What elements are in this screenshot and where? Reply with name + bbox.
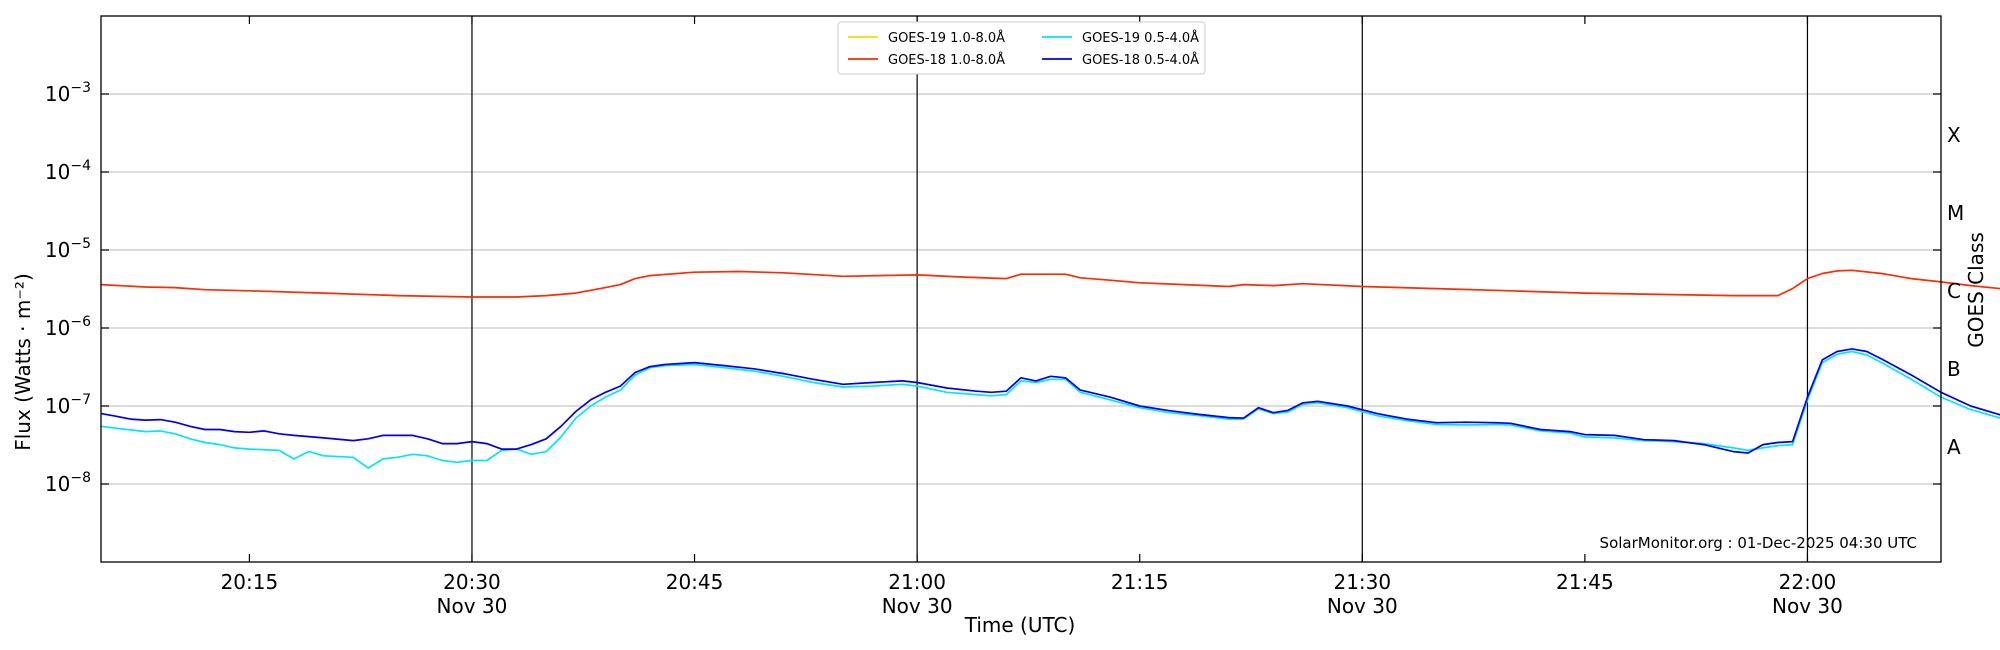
x-tick-date-5: Nov 30 — [1327, 594, 1398, 618]
y-tick-label-4: 10−4 — [45, 158, 91, 184]
y-axis-title: Flux (Watts · m⁻²) — [11, 273, 35, 451]
x-tick-label-4: 21:15 — [1111, 570, 1169, 594]
x-axis-title: Time (UTC) — [964, 613, 1076, 637]
legend-label-0: GOES-19 1.0-8.0Å — [888, 30, 1005, 46]
day-boundary-lines — [471, 16, 1809, 562]
legend-label-2: GOES-18 1.0-8.0Å — [888, 52, 1005, 68]
x-tick-label-0: 20:15 — [221, 570, 279, 594]
right-axis-title: GOES Class — [1964, 232, 1988, 348]
x-tick-date-7: Nov 30 — [1772, 594, 1843, 618]
legend-box — [837, 21, 1206, 75]
series-line-3 — [100, 348, 2000, 454]
x-tick-label-2: 20:45 — [666, 570, 724, 594]
y-axis-ticks: 10−8 10−7 10−6 10−5 10−4 10−3 — [45, 80, 1941, 496]
x-tick-label-6: 21:45 — [1556, 570, 1614, 594]
goes-class-C: C — [1947, 279, 1961, 303]
y-tick-label-2: 10−6 — [45, 314, 91, 340]
goes-class-labels: A B C M X — [1947, 123, 1964, 459]
goes-class-A: A — [1947, 435, 1961, 459]
x-tick-label-7: 22:00 — [1779, 570, 1837, 594]
legend-label-1: GOES-19 0.5-4.0Å — [1082, 30, 1199, 46]
goes-class-B: B — [1947, 357, 1961, 381]
goes-class-X: X — [1947, 123, 1961, 147]
plot-area-frame — [100, 15, 1942, 563]
credit-text: SolarMonitor.org : 01-Dec-2025 04:30 UTC — [1600, 534, 1917, 552]
x-tick-date-3: Nov 30 — [882, 594, 953, 618]
horizontal-grid — [101, 93, 1941, 485]
x-tick-label-1: 20:30 — [443, 570, 501, 594]
x-tick-label-3: 21:00 — [888, 570, 946, 594]
series-line-2 — [100, 269, 2000, 298]
y-tick-label-1: 10−7 — [45, 392, 91, 418]
y-tick-label-0: 10−8 — [45, 470, 91, 496]
y-tick-label-3: 10−5 — [45, 236, 91, 262]
legend: GOES-19 1.0-8.0Å GOES-18 1.0-8.0Å GOES-19 … — [837, 21, 1206, 75]
x-tick-label-5: 21:30 — [1333, 570, 1391, 594]
y-tick-label-5: 10−3 — [45, 80, 91, 106]
series-line-1 — [100, 350, 2000, 469]
legend-label-3: GOES-18 0.5-4.0Å — [1082, 52, 1199, 68]
x-tick-date-1: Nov 30 — [437, 594, 508, 618]
series-lines — [100, 269, 2000, 469]
goes-class-M: M — [1947, 201, 1964, 225]
